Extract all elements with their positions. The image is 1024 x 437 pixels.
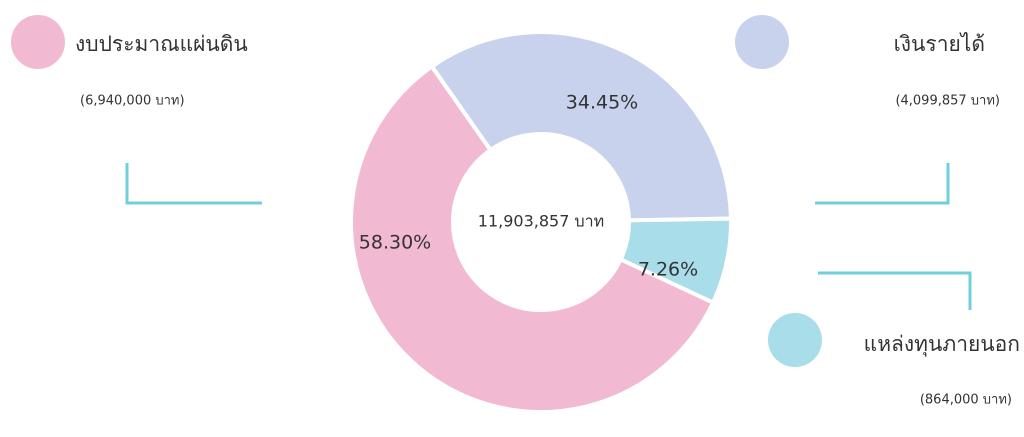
legend-label: เงินรายได้	[894, 32, 985, 56]
connector	[818, 271, 972, 310]
donut-segment	[429, 30, 734, 223]
amount-label: (6,940,000 บาท)	[80, 94, 185, 109]
legend-label: งบประมาณแผ่นดิน	[75, 32, 248, 56]
connector	[815, 163, 950, 205]
donut-segment	[618, 216, 733, 306]
value-label: 7.26%	[638, 259, 698, 281]
amount-label: (864,000 บาท)	[920, 393, 1012, 408]
connector-lines	[125, 163, 972, 310]
legend-swatch	[11, 15, 65, 69]
legend-swatch	[735, 15, 789, 69]
amount-label: (4,099,857 บาท)	[895, 94, 1000, 109]
donut-segment	[349, 63, 716, 414]
legend-swatch	[768, 313, 822, 367]
legend-label: แหล่งทุนภายนอก	[864, 332, 1020, 357]
center-label: 11,903,857 บาท	[478, 212, 604, 231]
value-label: 58.30%	[359, 232, 431, 254]
connector	[125, 163, 262, 205]
value-label: 34.45%	[566, 92, 638, 114]
